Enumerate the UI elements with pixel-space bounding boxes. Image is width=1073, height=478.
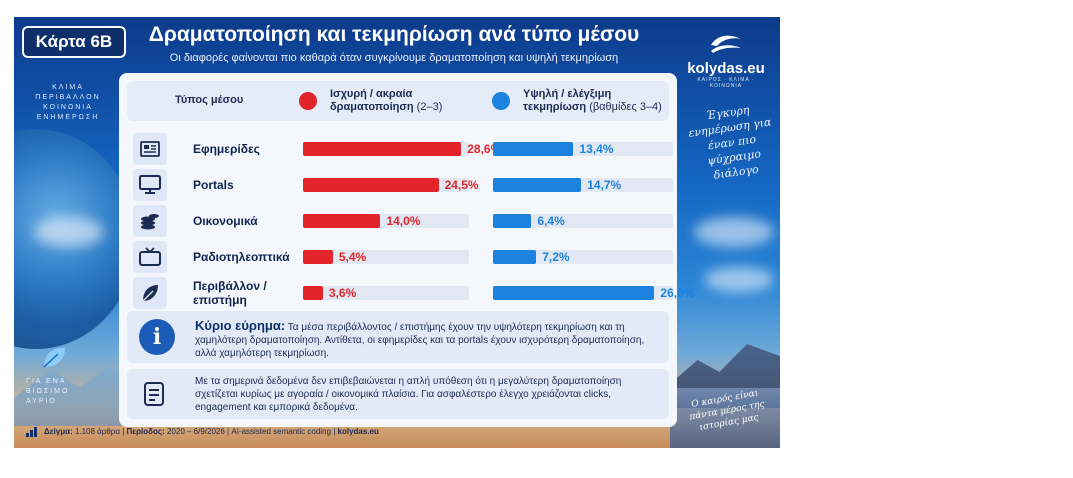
drama-value-label: 3,6%	[328, 286, 357, 300]
doc-value-label: 13,4%	[579, 142, 614, 156]
table-row: Portals 24,5% 14,7%	[127, 169, 673, 201]
drama-bar-track	[303, 286, 469, 300]
drama-bar	[303, 142, 462, 156]
drama-value-label: 24,5%	[444, 178, 479, 192]
doc-bar	[493, 214, 532, 228]
category-label: Περιβάλλον / επιστήμη	[193, 279, 267, 307]
footer-period-value: 2020 – 6/9/2026	[166, 427, 225, 436]
drama-bar	[303, 250, 333, 264]
drama-bar-track	[303, 250, 469, 264]
note-box: Με τα σημερινά δεδομένα δεν επιβεβαιώνετ…	[127, 369, 669, 419]
bar-chart-icon	[26, 427, 37, 437]
footer-site: kolydas.eu	[337, 427, 379, 436]
logo-name: kolydas.eu	[687, 60, 765, 77]
newspaper-icon	[133, 133, 167, 165]
drama-value-label: 5,4%	[338, 250, 367, 264]
key-finding-text: Κύριο εύρημα: Τα μέσα περιβάλλοντος / επ…	[195, 319, 661, 360]
slogan-line: ΓΙΑ ΕΝΑ	[26, 378, 67, 385]
info-card: Κάρτα 6Β Δραματοποίηση και τεκμηρίωση αν…	[14, 17, 780, 448]
table-header: Τύπος μέσου Ισχυρή / ακραία δραματοποίησ…	[127, 81, 669, 121]
topic-line: ΕΝΗΜΕΡΩΣΗ	[36, 114, 100, 121]
tv-icon	[133, 241, 167, 273]
category-label: Ραδιοτηλεοπτικά	[193, 250, 290, 264]
logo: kolydas.eu ΚΑΙΡΟΣ · ΚΛΙΜΑ · ΚΟΙΝΩΝΙΑ	[686, 31, 766, 89]
cloud-decoration	[34, 217, 104, 247]
drama-bar	[303, 286, 323, 300]
key-finding-title: Κύριο εύρημα:	[195, 318, 286, 333]
footer-sample-value: 1.108 άρθρα	[74, 427, 120, 436]
drama-bar	[303, 214, 381, 228]
key-finding-body: Τα μέσα περιβάλλοντος / επιστήμης έχουν …	[195, 322, 645, 359]
topic-line: ΚΛΙΜΑ	[52, 84, 84, 91]
doc-legend-dot	[492, 92, 510, 110]
column-header-doc: Υψηλή / ελέγξιμη τεκμηρίωση (βαθμίδες 3–…	[523, 88, 668, 114]
footer-method: AI-assisted semantic coding	[231, 427, 331, 436]
left-slogan: ΓΙΑ ΕΝΑ ΒΙΩΣΙΜΟ ΑΥΡΙΟ	[26, 377, 96, 407]
column-header-drama-text: Ισχυρή / ακραία δραματοποίηση	[330, 88, 414, 113]
column-header-doc-extra: (βαθμίδες 3–4)	[589, 101, 662, 113]
coins-icon	[133, 205, 167, 237]
topic-line: ΚΟΙΝΩΝΙΑ	[43, 104, 93, 111]
table-row: Περιβάλλον / επιστήμη 3,6% 26,9%	[127, 277, 694, 309]
document-icon	[144, 382, 164, 406]
doc-bar-track	[493, 250, 673, 264]
table-row: Οικονομικά 14,0% 6,4%	[127, 205, 673, 237]
column-header-drama: Ισχυρή / ακραία δραματοποίηση (2–3)	[330, 88, 480, 114]
column-header-drama-extra: (2–3)	[416, 101, 443, 113]
page-subtitle: Οι διαφορές φαίνονται πιο καθαρά όταν συ…	[169, 52, 619, 64]
monitor-icon	[133, 169, 167, 201]
doc-value-label: 26,9%	[660, 286, 695, 300]
slogan-line: ΒΙΩΣΙΜΟ	[26, 388, 70, 395]
footer-separator: |	[122, 427, 127, 436]
category-label: Portals	[193, 178, 234, 192]
table-row: Ραδιοτηλεοπτικά 5,4% 7,2%	[127, 241, 673, 273]
table-row: Εφημερίδες 28,6% 13,4%	[127, 133, 673, 165]
drama-legend-dot	[299, 92, 317, 110]
doc-value-label: 6,4%	[537, 214, 565, 228]
doc-bar	[493, 286, 655, 300]
doc-bar	[493, 142, 574, 156]
leaf-icon	[133, 277, 167, 309]
drama-bar	[303, 178, 439, 192]
slogan-top: Έγκυρη ενημέρωση για έναν πιο ψύχραιμο δ…	[687, 103, 773, 182]
footer-period-label: Περίοδος:	[126, 427, 165, 436]
card-badge: Κάρτα 6Β	[22, 26, 126, 58]
doc-value-label: 7,2%	[542, 250, 570, 264]
chart-panel: Τύπος μέσου Ισχυρή / ακραία δραματοποίησ…	[119, 73, 694, 427]
doc-bar	[493, 250, 537, 264]
footer: Δείγμα: 1.108 άρθρα | Περίοδος: 2020 – 6…	[14, 425, 780, 439]
slogan-line: ΑΥΡΙΟ	[26, 398, 57, 405]
cloud-decoration	[694, 217, 774, 247]
footer-sample-label: Δείγμα:	[44, 427, 73, 436]
drama-value-label: 14,0%	[386, 214, 421, 228]
doc-bar	[493, 178, 582, 192]
logo-tagline: ΚΑΙΡΟΣ · ΚΛΙΜΑ · ΚΟΙΝΩΝΙΑ	[697, 77, 755, 89]
left-topics: ΚΛΙΜΑ ΠΕΡΙΒΑΛΛΟΝ ΚΟΙΝΩΝΙΑ ΕΝΗΜΕΡΩΣΗ	[28, 83, 108, 123]
column-header-type: Τύπος μέσου	[175, 94, 244, 106]
sea-decoration	[670, 388, 780, 448]
leaf-icon	[43, 347, 65, 368]
doc-bar-track	[493, 214, 673, 228]
note-text: Με τα σημερινά δεδομένα δεν επιβεβαιώνετ…	[195, 376, 622, 413]
category-label: Οικονομικά	[193, 214, 258, 228]
topic-line: ΠΕΡΙΒΑΛΛΟΝ	[35, 94, 101, 101]
doc-value-label: 14,7%	[587, 178, 622, 192]
info-icon: i	[139, 319, 175, 355]
wave-logo-icon	[711, 35, 741, 53]
category-label: Εφημερίδες	[193, 142, 260, 156]
cloud-decoration	[704, 267, 774, 292]
page-title: Δραματοποίηση και τεκμηρίωση ανά τύπο μέ…	[148, 23, 640, 46]
key-finding-box: i Κύριο εύρημα: Τα μέσα περιβάλλοντος / …	[127, 311, 669, 363]
column-header-doc-text: Υψηλή / ελέγξιμη τεκμηρίωση	[523, 88, 612, 113]
drama-value-label: 28,6%	[467, 142, 502, 156]
footer-separator: |	[227, 427, 232, 436]
footer-separator: |	[333, 427, 338, 436]
